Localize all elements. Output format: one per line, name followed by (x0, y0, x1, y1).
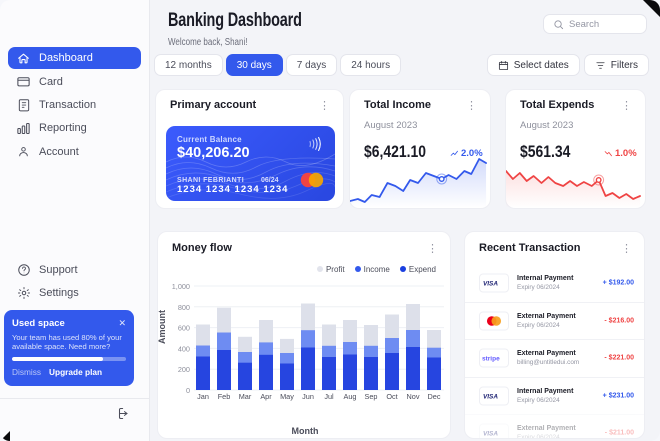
svg-text:Dec: Dec (428, 392, 441, 401)
svg-text:VISA: VISA (483, 280, 498, 287)
svg-text:400: 400 (178, 344, 190, 353)
svg-text:Nov: Nov (407, 392, 420, 401)
svg-text:Jul: Jul (324, 392, 334, 401)
svg-text:200: 200 (178, 365, 190, 374)
svg-text:800: 800 (178, 303, 190, 312)
svg-text:Jun: Jun (302, 392, 314, 401)
svg-text:Jan: Jan (197, 392, 209, 401)
svg-text:1,000: 1,000 (172, 284, 190, 291)
svg-text:Apr: Apr (260, 392, 272, 401)
svg-text:VISA: VISA (483, 393, 498, 400)
svg-text:Oct: Oct (386, 392, 397, 401)
svg-text:0: 0 (186, 386, 190, 395)
svg-text:VISA: VISA (483, 431, 498, 438)
svg-text:May: May (280, 392, 294, 401)
svg-text:Feb: Feb (218, 392, 231, 401)
svg-text:Sep: Sep (365, 392, 378, 401)
svg-text:600: 600 (178, 324, 190, 333)
svg-text:Aug: Aug (344, 392, 357, 401)
svg-text:stripe: stripe (482, 356, 500, 363)
svg-text:Mar: Mar (239, 392, 252, 401)
